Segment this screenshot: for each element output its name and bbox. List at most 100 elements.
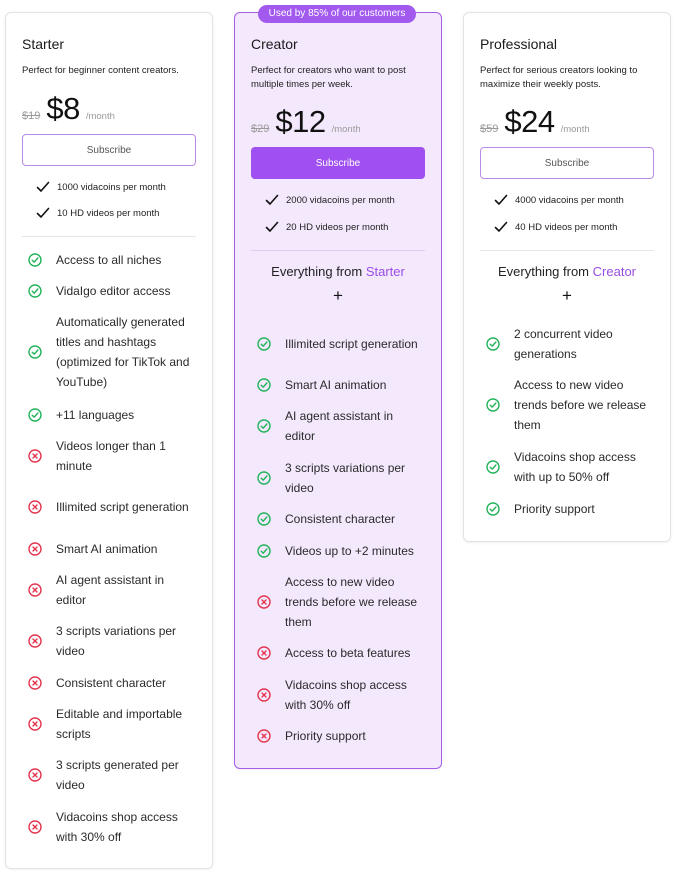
- feature-item: Priority support: [257, 726, 425, 746]
- check-circle-icon: [28, 284, 42, 298]
- check-circle-icon: [28, 408, 42, 422]
- x-circle-icon: [28, 820, 42, 834]
- check-icon: [36, 207, 50, 218]
- check-circle-icon: [486, 398, 500, 412]
- feature-label: Videos longer than 1 minute: [56, 439, 166, 473]
- check-icon: [36, 181, 50, 192]
- plus-sign: +: [333, 286, 343, 305]
- feature-item: Videos longer than 1 minute: [28, 436, 196, 476]
- feature-label: Illimited script generation: [285, 337, 418, 351]
- feature-label: AI agent assistant in editor: [56, 573, 165, 607]
- old-price: $19: [22, 110, 41, 122]
- feature-item: Illimited script generation: [257, 324, 425, 364]
- feature-item: Automatically generated titles and hasht…: [28, 312, 196, 392]
- plus-sign: +: [562, 286, 572, 305]
- feature-item: Consistent character: [28, 673, 196, 693]
- check-circle-icon: [28, 253, 42, 267]
- x-circle-icon: [28, 768, 42, 782]
- quota-item: 40 HD videos per month: [494, 221, 617, 233]
- plan-description: Perfect for beginner content creators.: [22, 65, 179, 76]
- old-price: $59: [480, 123, 499, 135]
- feature-label: Access to beta features: [285, 646, 411, 660]
- x-circle-icon: [28, 583, 42, 597]
- feature-item: Consistent character: [257, 509, 425, 529]
- feature-label: 2 concurrent video generations: [514, 327, 613, 361]
- subscribe-button[interactable]: Subscribe: [480, 147, 654, 179]
- feature-label: Consistent character: [285, 512, 396, 526]
- feature-label: 3 scripts variations per video: [56, 624, 177, 658]
- feature-item: Videos up to +2 minutes: [257, 541, 425, 561]
- feature-item: 3 scripts variations per video: [257, 458, 425, 498]
- feature-label: Consistent character: [56, 676, 167, 690]
- feature-item: Access to beta features: [257, 643, 425, 663]
- quota-item: 2000 vidacoins per month: [265, 194, 395, 206]
- feature-item: Smart AI animation: [28, 539, 196, 559]
- everything-plan: Starter: [365, 264, 405, 279]
- price: $8: [46, 91, 80, 126]
- feature-label: Smart AI animation: [56, 542, 158, 556]
- subscribe-button[interactable]: Subscribe: [251, 147, 425, 179]
- feature-item: 2 concurrent video generations: [486, 324, 654, 364]
- feature-item: 3 scripts variations per video: [28, 621, 196, 661]
- x-circle-icon: [257, 595, 271, 609]
- everything-prefix: Everything from: [497, 264, 590, 279]
- divider: [251, 250, 425, 251]
- plan-card-creator: Creator Perfect for creators who want to…: [234, 12, 442, 769]
- check-icon: [494, 194, 508, 205]
- feature-label: AI agent assistant in editor: [285, 409, 394, 443]
- check-icon: [494, 221, 508, 232]
- quota-label: 10 HD videos per month: [57, 207, 160, 219]
- divider: [480, 250, 654, 251]
- quota-label: 40 HD videos per month: [515, 221, 618, 233]
- x-circle-icon: [257, 729, 271, 743]
- feature-item: Vidacoins shop access with 30% off: [257, 675, 425, 715]
- feature-item: AI agent assistant in editor: [257, 406, 425, 446]
- price-period: /month: [85, 111, 115, 122]
- check-circle-icon: [257, 337, 271, 351]
- quota-label: 2000 vidacoins per month: [286, 194, 395, 206]
- subscribe-button[interactable]: Subscribe: [22, 134, 196, 166]
- feature-item: Smart AI animation: [257, 375, 425, 395]
- feature-label: Editable and importable scripts: [56, 707, 183, 741]
- plan-name: Creator: [251, 36, 298, 52]
- feature-item: Illimited script generation: [28, 487, 196, 527]
- price: $24: [504, 104, 555, 139]
- feature-item: VidaIgo editor access: [28, 281, 196, 301]
- plan-name: Starter: [22, 36, 65, 52]
- quota-label: 4000 vidacoins per month: [515, 194, 624, 206]
- price-period: /month: [331, 124, 361, 135]
- x-circle-icon: [28, 717, 42, 731]
- x-circle-icon: [28, 449, 42, 463]
- feature-label: Vidacoins shop access with up to 50% off: [514, 450, 636, 484]
- feature-item: 3 scripts generated per video: [28, 755, 196, 795]
- feature-item: Vidacoins shop access with 30% off: [28, 807, 196, 847]
- quota-label: 1000 vidacoins per month: [57, 181, 166, 193]
- check-circle-icon: [257, 419, 271, 433]
- check-icon: [265, 221, 279, 232]
- check-circle-icon: [486, 337, 500, 351]
- plan-card-starter: Starter Perfect for beginner content cre…: [5, 12, 213, 869]
- feature-label: Illimited script generation: [56, 500, 189, 514]
- x-circle-icon: [257, 688, 271, 702]
- quota-item: 4000 vidacoins per month: [494, 194, 624, 206]
- check-circle-icon: [486, 502, 500, 516]
- price-period: /month: [560, 124, 590, 135]
- x-circle-icon: [28, 542, 42, 556]
- feature-label: Vidacoins shop access with 30% off: [56, 810, 178, 844]
- feature-label: +11 languages: [56, 408, 135, 422]
- check-circle-icon: [257, 471, 271, 485]
- x-circle-icon: [257, 646, 271, 660]
- feature-label: Videos up to +2 minutes: [285, 544, 414, 558]
- feature-item: Access to all niches: [28, 250, 196, 270]
- price-row: $19 $8 /month: [22, 91, 115, 127]
- divider: [22, 236, 196, 237]
- feature-label: Automatically generated titles and hasht…: [56, 315, 190, 389]
- feature-label: Priority support: [285, 729, 366, 743]
- feature-label: 3 scripts generated per video: [56, 758, 179, 792]
- feature-item: Access to new video trends before we rel…: [257, 572, 425, 632]
- check-circle-icon: [257, 544, 271, 558]
- check-icon: [265, 194, 279, 205]
- popular-badge: Used by 85% of our customers: [258, 5, 416, 23]
- plan-description: Perfect for serious creators looking to …: [480, 65, 638, 90]
- feature-item: Editable and importable scripts: [28, 704, 196, 744]
